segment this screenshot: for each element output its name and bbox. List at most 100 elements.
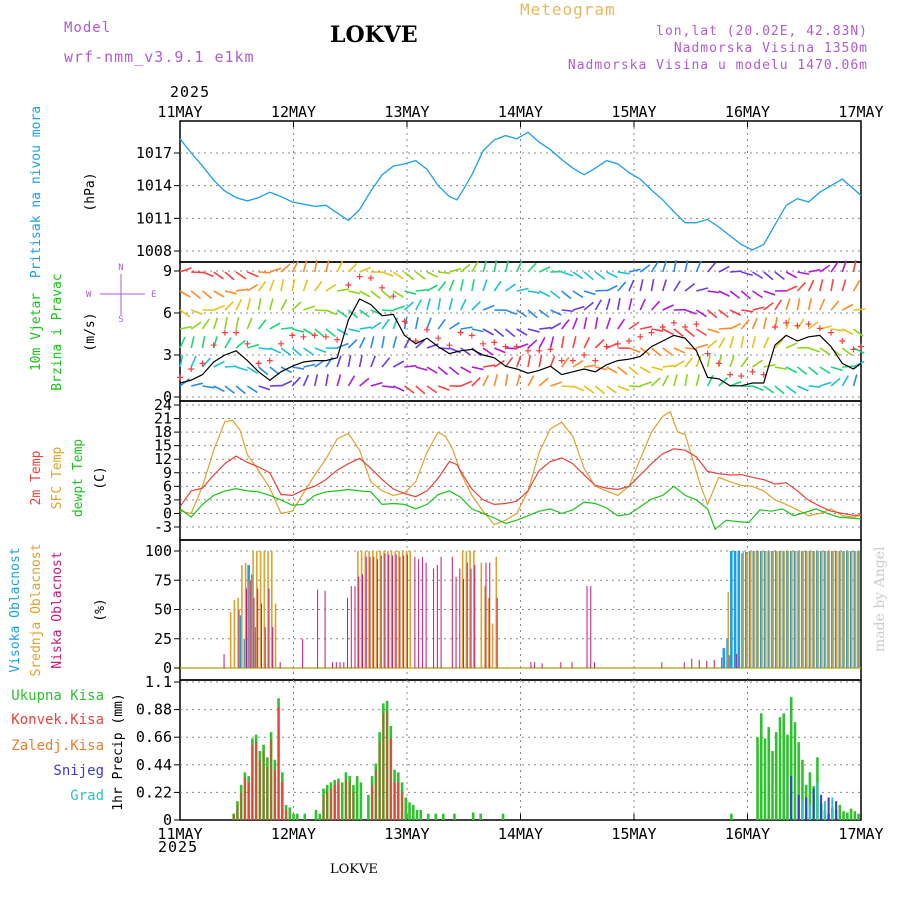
cloud-low-bar	[474, 565, 476, 668]
wind-arrow	[505, 347, 518, 350]
gust-marker	[300, 333, 307, 340]
wind-arrow	[482, 304, 495, 311]
wind-arrow	[381, 357, 391, 368]
precip-total-bar	[404, 797, 408, 820]
wind-arrow	[695, 260, 702, 273]
compass-n: N	[118, 263, 123, 273]
wind-compass: N W E S	[86, 263, 156, 325]
cloud-mid-bar	[798, 551, 801, 668]
wind-arrow	[808, 366, 819, 376]
precip-total-bar	[479, 813, 482, 820]
wind-arrow	[797, 271, 810, 276]
gust-marker	[334, 336, 341, 343]
precip-total-bar	[318, 813, 322, 820]
precip-conv-bar	[270, 739, 272, 820]
gust-marker	[771, 324, 778, 330]
gust-marker	[547, 346, 554, 353]
precip-conv-bar	[259, 759, 261, 820]
cloud-mid-bar	[267, 551, 269, 668]
wind-arrow	[718, 337, 726, 349]
wind-arrow	[325, 328, 336, 338]
wind-arrow	[493, 328, 505, 338]
y-tick-label: 15	[154, 437, 172, 455]
wind-arrow	[763, 271, 774, 281]
wind-arrow	[415, 385, 426, 395]
wind-arrow	[550, 309, 562, 316]
wind-arrow	[381, 290, 392, 300]
cloud-mid-bar	[379, 551, 382, 668]
wind-arrow	[303, 363, 316, 368]
cloud-low-bar	[683, 662, 685, 668]
wind-arrow	[841, 303, 854, 311]
y-tick-label: 12	[154, 450, 172, 468]
precip-conv-bar	[386, 710, 388, 820]
precip-total-bar	[793, 722, 797, 820]
wind-arrow	[830, 377, 841, 387]
wind-arrow	[179, 309, 191, 318]
cloud-low-bar	[706, 660, 708, 668]
cloud-mid-bar	[375, 551, 378, 668]
wind-arrow	[752, 359, 763, 368]
wind-arrow	[224, 365, 237, 368]
cloud-low-bar	[324, 590, 326, 668]
wind-arrow	[212, 317, 219, 330]
gust-marker	[805, 321, 812, 328]
cloud-low-bar	[571, 662, 573, 668]
gust-marker	[255, 360, 262, 367]
y-tick-label: 0	[163, 504, 172, 522]
wind-arrow	[740, 336, 745, 349]
y-tick-label: 1011	[136, 209, 172, 227]
cloud-low-bar	[343, 662, 345, 668]
precip-hail-bar	[801, 801, 804, 820]
wind-arrow	[516, 355, 522, 368]
wind-arrow	[235, 366, 248, 372]
precip-snow-bar	[820, 794, 823, 820]
wind-arrow	[606, 385, 617, 394]
cloud-axis-label-3: Niska Oblacnost	[50, 551, 65, 668]
precip-snow-bar	[797, 794, 800, 820]
wind-arrow	[673, 360, 685, 368]
precip-conv-bar	[326, 792, 329, 820]
wind-arrow	[482, 347, 494, 356]
wind-arrow	[751, 336, 757, 349]
wind-arrow	[258, 347, 271, 351]
wind-arrow	[763, 385, 775, 394]
wind-arrow	[224, 290, 237, 295]
gust-marker	[693, 321, 700, 328]
wind-arrow	[280, 279, 285, 292]
cloud-high-bar	[737, 551, 741, 668]
cloud-mid-bar	[386, 551, 389, 668]
wind-arrow	[707, 328, 720, 334]
cloud-mid-bar	[405, 551, 408, 668]
cloud-mid-bar	[809, 551, 812, 668]
precip-conv-bar	[251, 744, 254, 820]
cloud-low-bar	[433, 568, 435, 668]
cloud-mid-bar	[488, 597, 490, 668]
wind-arrow	[190, 309, 203, 316]
gust-marker	[738, 373, 745, 379]
wind-arrow	[201, 336, 206, 349]
precip-conv-bar	[401, 792, 403, 820]
wind-arrow	[774, 271, 785, 281]
cloud-mid-bar	[248, 580, 251, 668]
wind-arrow	[459, 279, 464, 292]
cloud-low-bar	[470, 568, 472, 668]
gust-marker	[704, 350, 711, 357]
cloud-low-bar	[593, 662, 595, 668]
wind-arrow	[213, 271, 224, 280]
wind-arrow	[650, 347, 662, 357]
cloud-mid-bar	[858, 551, 861, 668]
gust-marker	[311, 332, 318, 339]
cloud-low-bar	[530, 662, 532, 668]
x-tick-label-bottom: 14MAY	[498, 825, 543, 843]
cloud-mid-bar	[461, 551, 464, 668]
wind-arrow	[370, 336, 375, 349]
y-tick-label: 9	[163, 262, 172, 280]
wind-arrow	[201, 318, 210, 330]
wind-arrow	[471, 261, 479, 273]
wind-arrow	[639, 279, 644, 292]
cloud-low-bar	[260, 603, 262, 668]
cloud-mid-bar	[271, 551, 273, 668]
wind-arrow	[594, 385, 606, 395]
wind-arrow	[628, 298, 633, 311]
